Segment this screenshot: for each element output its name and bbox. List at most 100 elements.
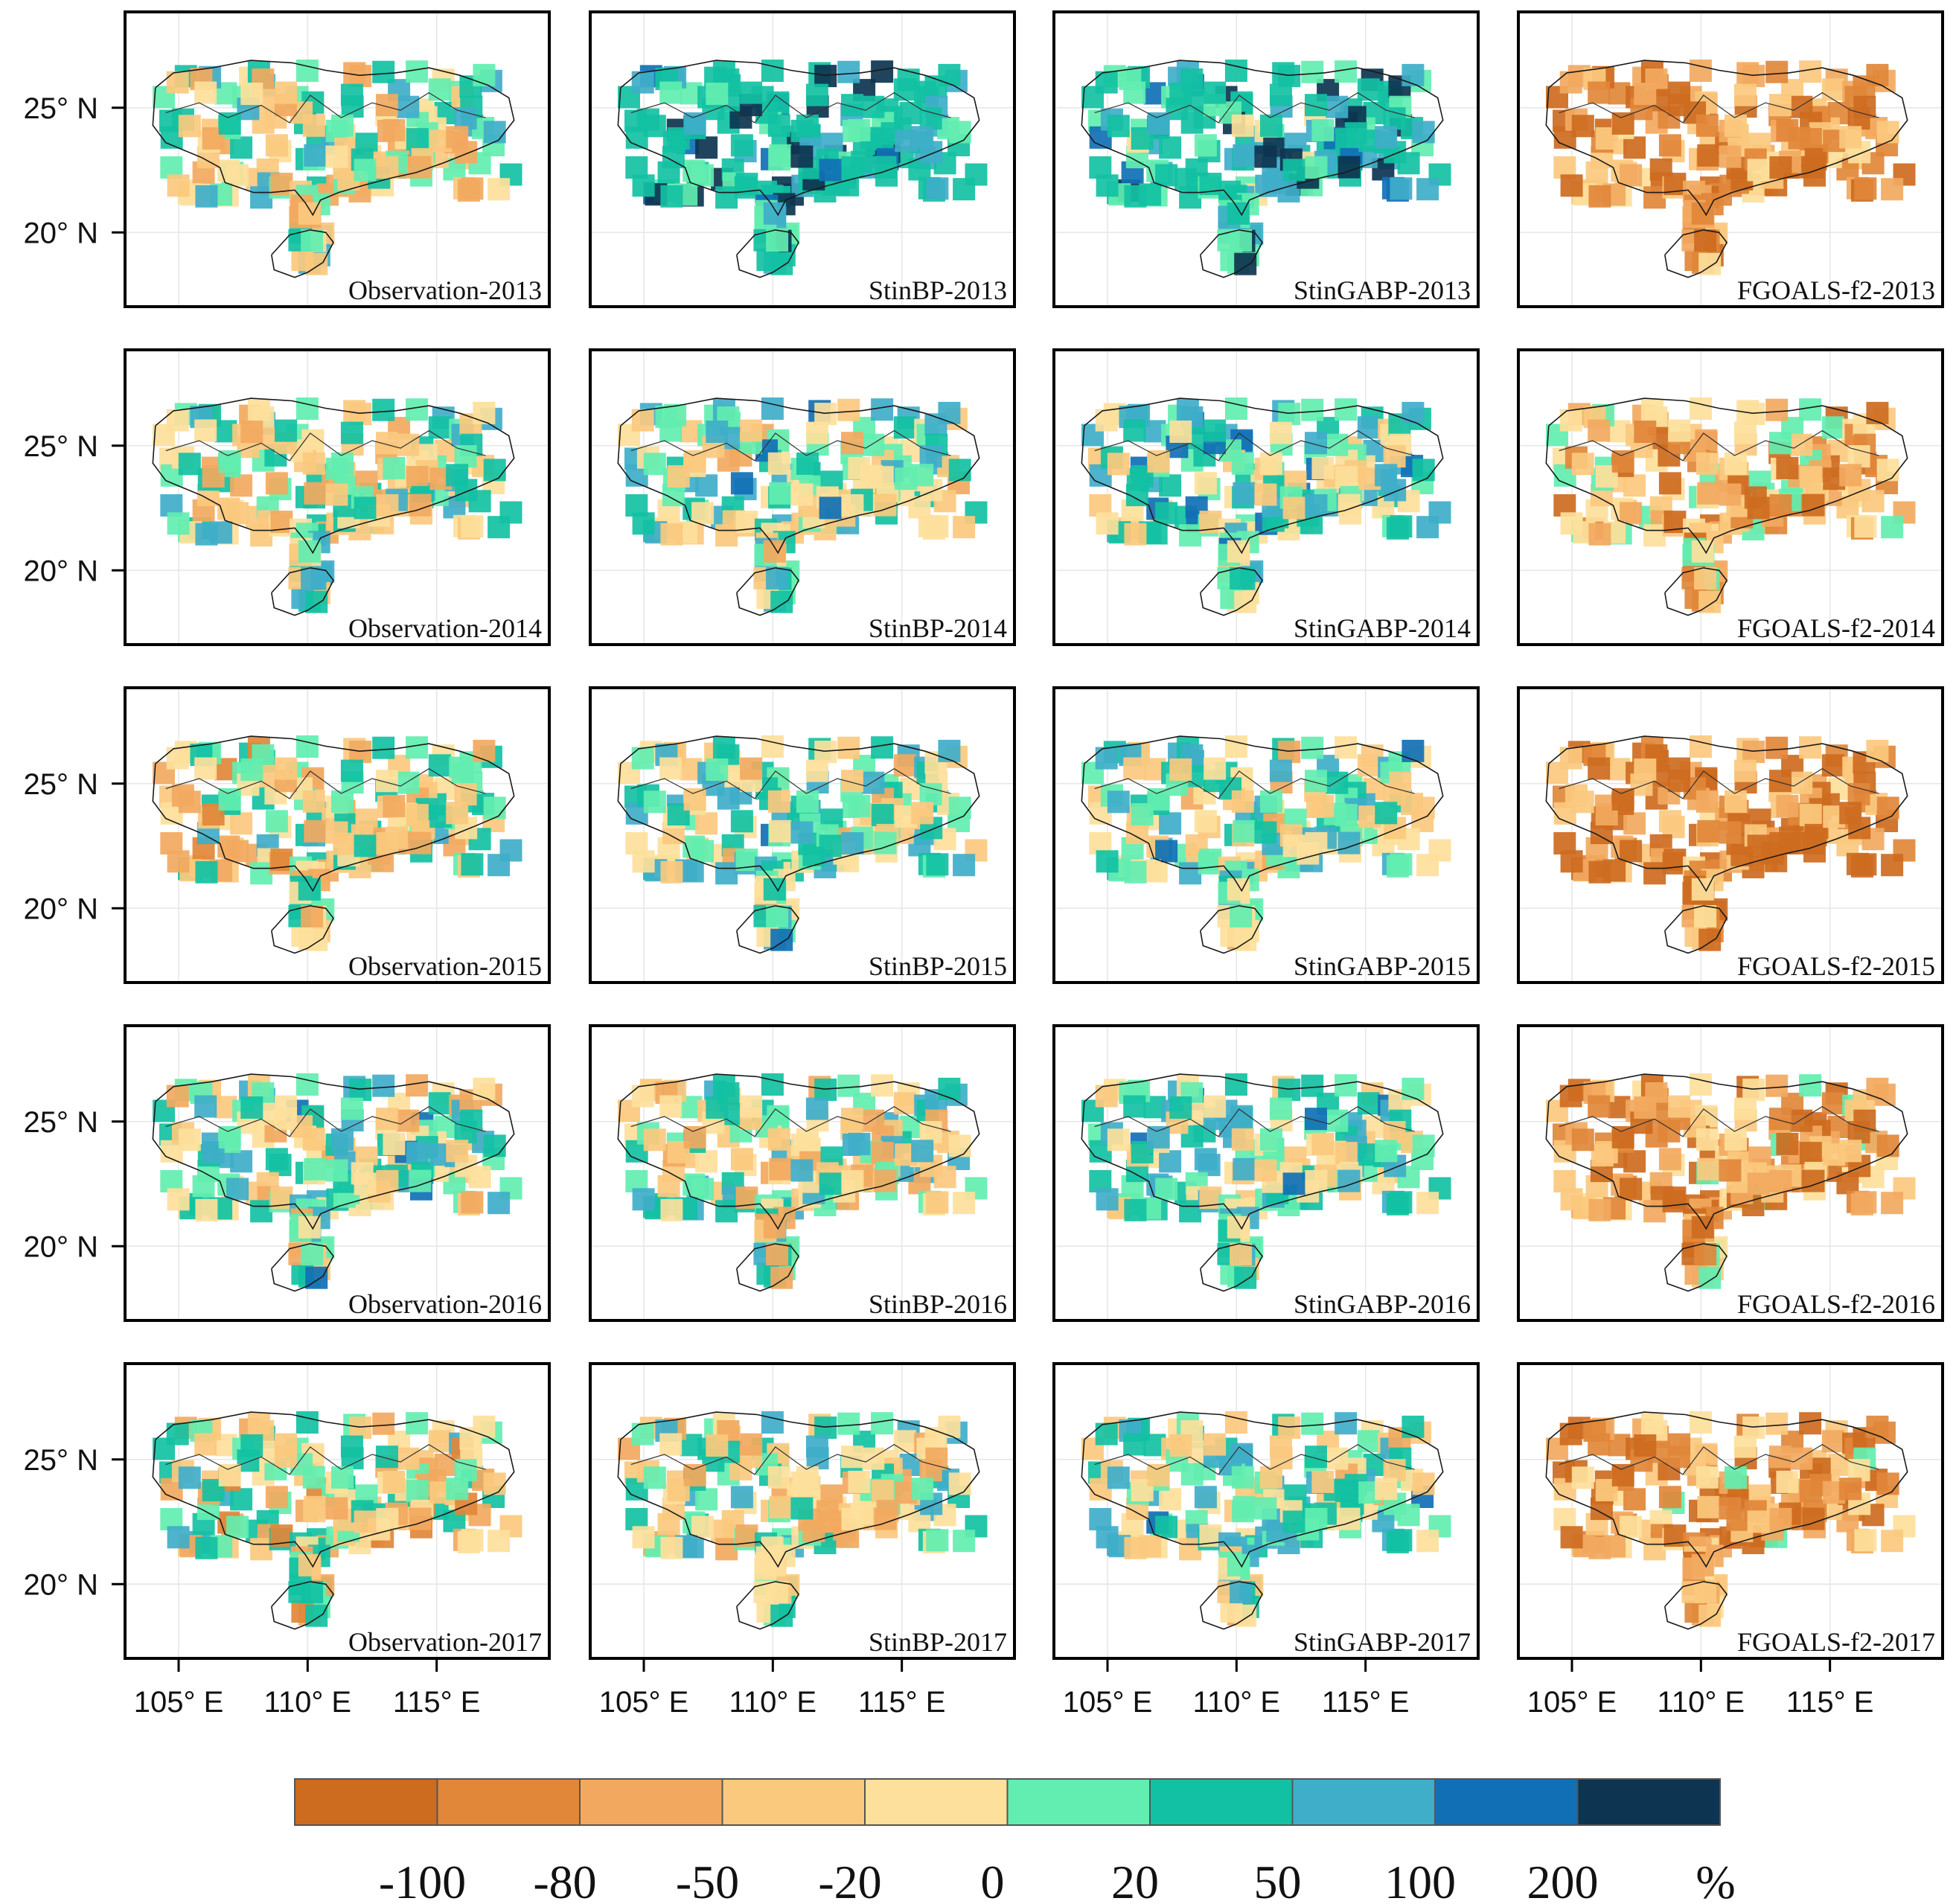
station-cell [1179, 524, 1202, 547]
station-cell [354, 496, 377, 520]
station-cell [1179, 862, 1202, 885]
map-panel: StinGABP-2016 [1052, 1024, 1480, 1322]
hainan-coastline [271, 905, 334, 954]
station-cell [1847, 107, 1870, 130]
station-cell [1719, 145, 1742, 168]
station-cell [715, 862, 738, 885]
station-cell [631, 1084, 654, 1108]
province-border [630, 429, 951, 461]
station-cell [871, 1142, 894, 1165]
station-cell [406, 466, 429, 489]
station-cell [1799, 398, 1822, 421]
station-cell [1623, 1150, 1646, 1173]
station-cell [1224, 1411, 1247, 1434]
station-cell [683, 112, 706, 135]
station-cell [1224, 1073, 1247, 1096]
station-cell [1169, 421, 1192, 443]
station-cell [340, 759, 363, 782]
station-cell [1123, 1433, 1146, 1456]
station-cell [1233, 820, 1256, 843]
station-cell [325, 821, 348, 844]
station-cell [1571, 453, 1594, 476]
province-border [1094, 1443, 1415, 1475]
station-cell [660, 185, 683, 208]
hainan-coastline [1200, 1243, 1263, 1292]
station-cell [1402, 1077, 1425, 1100]
station-cell [1742, 65, 1765, 88]
station-cell [218, 1463, 241, 1486]
station-cell [194, 81, 217, 104]
station-cell [304, 1157, 327, 1181]
station-cell [1634, 758, 1657, 781]
station-cell [1282, 1510, 1305, 1533]
map-panel: StinBP-2017 [589, 1362, 1016, 1660]
map-panels: Observation-2013 StinBP-2013 StinGABP-2013… [124, 10, 1944, 1660]
station-cell [1776, 794, 1799, 817]
panel-label: FGOALS-f2-2015 [1737, 951, 1935, 981]
station-cell [428, 416, 451, 439]
station-cell [1412, 121, 1435, 144]
station-cell [1204, 1095, 1227, 1118]
station-cell [1269, 759, 1292, 782]
station-cell [1335, 1480, 1358, 1503]
station-cell [691, 840, 715, 863]
station-cell [1269, 1435, 1292, 1458]
province-border [1559, 92, 1879, 124]
station-cell [761, 1411, 784, 1434]
station-cell [874, 493, 897, 517]
station-cell [1194, 1486, 1217, 1509]
station-cell [893, 78, 916, 101]
panel-label: StinBP-2014 [869, 613, 1007, 643]
station-cell [1802, 831, 1825, 854]
station-cell [814, 1079, 837, 1102]
coastline [617, 1411, 980, 1568]
station-cell [1588, 1536, 1611, 1559]
coastline [152, 397, 515, 555]
station-cell [1847, 1121, 1870, 1144]
station-cell [740, 1095, 763, 1118]
coastline [1545, 735, 1908, 892]
colorbar-legend: -100 -80 -50 -20 0 20 50 100 200% [294, 1778, 1736, 1904]
station-cell [1269, 83, 1292, 106]
legend-label: 50 [1254, 1856, 1302, 1904]
station-cell [871, 1412, 894, 1435]
station-cell [683, 1463, 706, 1486]
station-cell [230, 136, 253, 159]
hainan-coastline [1664, 567, 1728, 616]
station-cell [1383, 107, 1406, 130]
station-cell [1383, 1121, 1406, 1144]
station-cell [1107, 115, 1130, 138]
station-cell [1799, 1074, 1822, 1097]
station-cell [1588, 523, 1611, 546]
station-cell [1357, 78, 1380, 101]
station-cell [1096, 1526, 1119, 1549]
station-cell [1383, 1459, 1406, 1482]
station-cell [1233, 1157, 1256, 1181]
station-cell [1668, 1095, 1691, 1118]
station-cell [683, 1125, 706, 1149]
panel-label: StinGABP-2016 [1294, 1289, 1471, 1319]
station-cell [376, 1108, 398, 1131]
station-cell [1694, 1243, 1717, 1265]
station-cell [683, 788, 706, 811]
panel-label: FGOALS-f2-2014 [1737, 613, 1935, 643]
station-cell [643, 115, 666, 138]
station-cell [1697, 144, 1720, 167]
station-cell [1416, 854, 1439, 877]
station-cell [1390, 177, 1413, 200]
panel-label: FGOALS-f2-2017 [1737, 1627, 1935, 1657]
station-cell [331, 1466, 354, 1489]
station-cell [406, 1412, 429, 1435]
station-cell [340, 421, 363, 444]
station-cell [632, 174, 655, 197]
station-cell [1611, 788, 1634, 811]
station-cell [473, 1077, 496, 1100]
station-cell [376, 1445, 398, 1469]
station-cell [766, 1581, 789, 1603]
station-cell [1611, 112, 1634, 135]
station-cell [1588, 1198, 1611, 1221]
station-cell [265, 1486, 288, 1509]
station-cell [331, 114, 354, 137]
station-cell [1694, 567, 1717, 590]
